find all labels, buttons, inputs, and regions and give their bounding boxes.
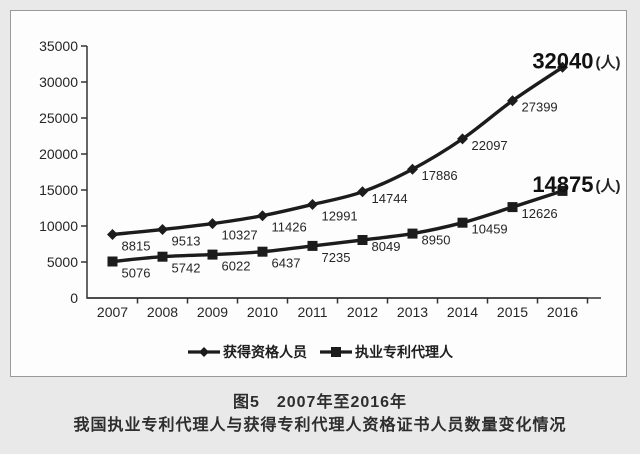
- y-tick-label: 25000: [39, 110, 78, 126]
- diamond-marker: [307, 199, 318, 210]
- data-label: 6022: [222, 259, 251, 274]
- legend-square-marker: [331, 347, 341, 357]
- series-1: 8815 9513 10327 11426 12991 14744 17886 22097 27…: [107, 48, 621, 254]
- diamond-marker: [357, 186, 368, 198]
- x-tick-label: 2012: [347, 304, 378, 320]
- data-label: 10327: [222, 228, 258, 243]
- x-tick-label: 2008: [147, 304, 178, 320]
- diamond-marker: [107, 229, 118, 240]
- legend-diamond-marker: [199, 347, 209, 357]
- x-tick-label: 2013: [397, 304, 428, 320]
- end-value-unit: (人): [596, 54, 621, 71]
- diamond-marker: [407, 163, 418, 175]
- x-tick-label: 2015: [497, 304, 528, 320]
- chart-panel: 0 5000 10000 15000 20000 25000 30000 35000 2007 2…: [10, 10, 627, 377]
- y-tick-label: 5000: [47, 254, 78, 270]
- square-marker: [557, 185, 568, 196]
- diamond-marker: [257, 210, 268, 222]
- x-tick-label: 2010: [247, 304, 278, 320]
- data-label: 5076: [122, 266, 151, 281]
- x-tick-label: 2007: [97, 304, 128, 320]
- caption-line-1: 图5 2007年至2016年: [232, 394, 408, 411]
- square-marker: [457, 217, 468, 228]
- y-tick-label: 20000: [39, 146, 78, 162]
- caption-line-2: 我国执业专利代理人与获得专利代理人资格证书人员数量变化情况: [73, 417, 567, 434]
- data-label: 12991: [322, 209, 358, 224]
- y-tick-label: 15000: [39, 182, 78, 198]
- data-label: 14744: [372, 191, 408, 206]
- x-tick-label: 2014: [447, 304, 478, 320]
- x-tick-label: 2016: [547, 304, 578, 320]
- data-label: 8950: [422, 233, 451, 248]
- data-label: 27399: [522, 100, 558, 115]
- y-tick-label: 30000: [39, 74, 78, 90]
- series-line: [112, 189, 564, 264]
- diamond-marker: [207, 218, 218, 230]
- diamond-marker: [507, 95, 518, 107]
- end-value-unit: (人): [596, 178, 621, 195]
- data-label: 8049: [372, 239, 401, 254]
- square-marker: [407, 228, 418, 239]
- line-chart-canvas: 0 5000 10000 15000 20000 25000 30000 35000 2007 2…: [39, 38, 621, 360]
- data-label: 9513: [172, 234, 201, 249]
- square-marker: [207, 249, 218, 260]
- data-label: 12626: [522, 206, 558, 221]
- diamond-marker: [457, 133, 468, 145]
- figure-caption: 图5 2007年至2016年 我国执业专利代理人与获得专利代理人资格证书人员数量…: [0, 391, 640, 437]
- square-marker: [257, 246, 268, 257]
- series-line: [112, 65, 564, 237]
- diamond-marker: [557, 61, 568, 73]
- data-label: 7235: [322, 250, 351, 265]
- series-2: 5076 5742 6022 6437 7235 8049 8950 10459 12626 14…: [107, 172, 621, 281]
- square-marker: [307, 240, 318, 251]
- legend-label: 执业专利代理人: [355, 344, 454, 360]
- tick-labels: 0 5000 10000 15000 20000 25000 30000 35000 2007 2…: [39, 38, 578, 320]
- data-label: 8815: [122, 239, 151, 254]
- legend: 获得资格人员 执业专利代理人: [188, 344, 454, 360]
- axes: [81, 45, 601, 304]
- x-tick-label: 2009: [197, 304, 228, 320]
- square-marker: [157, 251, 168, 262]
- square-marker: [357, 235, 368, 245]
- diamond-marker: [157, 224, 168, 235]
- y-tick-label: 10000: [39, 218, 78, 234]
- x-tick-label: 2011: [297, 304, 327, 320]
- data-label: 10459: [472, 222, 508, 237]
- data-label: 17886: [422, 168, 458, 183]
- legend-label: 获得资格人员: [223, 344, 307, 360]
- y-tick-label: 0: [70, 290, 78, 306]
- y-tick-label: 35000: [39, 38, 78, 54]
- data-label: 11426: [272, 220, 307, 235]
- square-marker: [107, 256, 118, 267]
- end-value-label: 32040: [532, 48, 593, 73]
- square-marker: [507, 202, 518, 213]
- data-label: 5742: [172, 261, 201, 276]
- data-label: 6437: [272, 256, 301, 271]
- end-value-label: 14875: [532, 172, 593, 197]
- data-label: 22097: [472, 138, 508, 153]
